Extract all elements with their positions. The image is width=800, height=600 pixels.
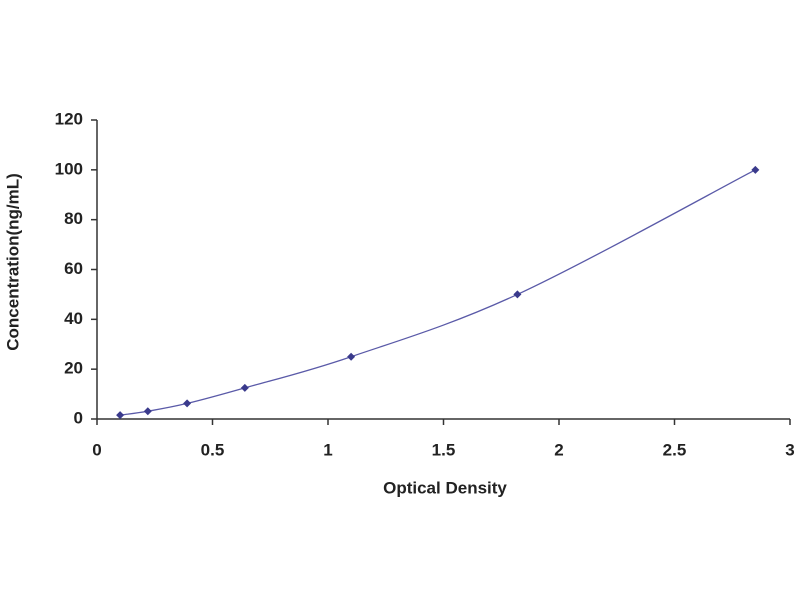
x-tick-label: 0.5 (201, 440, 225, 459)
data-point (347, 352, 356, 361)
y-tick-label: 0 (74, 408, 83, 427)
x-tick-label: 3 (785, 440, 794, 459)
data-point (751, 165, 760, 174)
data-point (513, 290, 522, 299)
y-tick-label: 20 (64, 359, 83, 378)
x-tick-label: 0 (92, 440, 101, 459)
y-tick-label: 40 (64, 309, 83, 328)
x-tick-label: 2 (554, 440, 563, 459)
x-axis-title: Optical Density (383, 478, 507, 497)
data-point (240, 383, 249, 392)
x-tick-label: 1 (323, 440, 332, 459)
data-point (143, 407, 152, 416)
y-axis-title: Concentration(ng/mL) (3, 173, 22, 351)
y-tick-label: 120 (55, 109, 83, 128)
data-point (183, 399, 192, 408)
y-tick-label: 100 (55, 159, 83, 178)
x-tick-label: 1.5 (432, 440, 456, 459)
data-point (116, 411, 125, 420)
y-tick-label: 80 (64, 209, 83, 228)
x-tick-label: 2.5 (663, 440, 687, 459)
fit-curve (120, 169, 756, 416)
y-tick-label: 60 (64, 259, 83, 278)
